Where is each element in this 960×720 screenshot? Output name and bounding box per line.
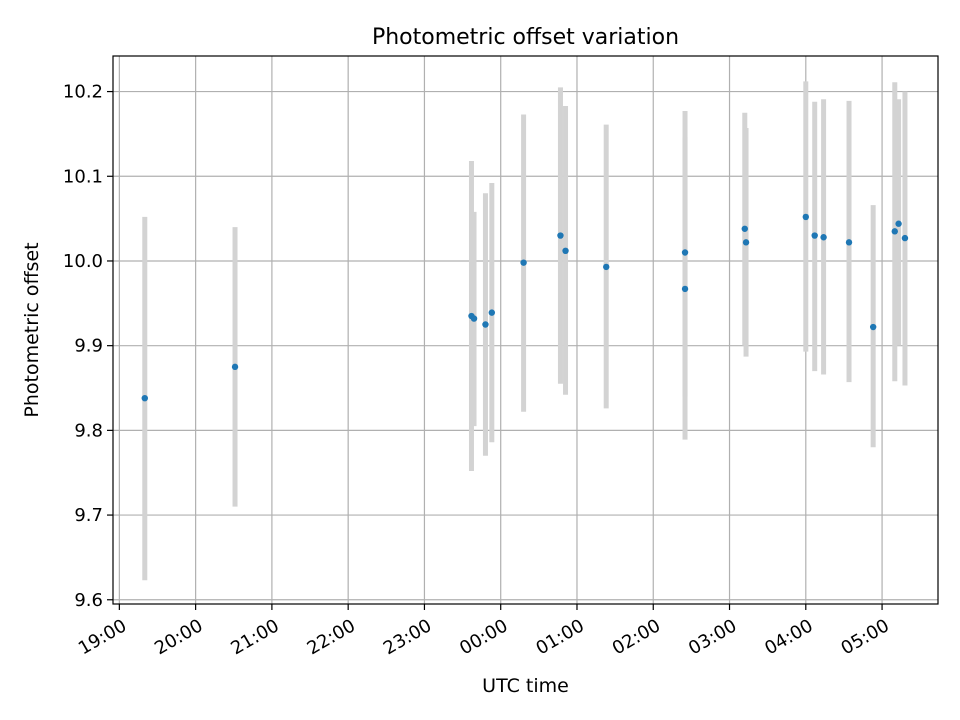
y-axis-label: Photometric offset — [21, 242, 43, 417]
x-axis-label: UTC time — [482, 675, 569, 697]
data-point — [802, 213, 809, 221]
y-tick-label: 9.9 — [74, 336, 103, 357]
plot-frame — [112, 55, 939, 605]
data-point — [488, 309, 496, 316]
data-point — [741, 225, 748, 232]
data-point — [895, 220, 902, 227]
data-point — [742, 239, 750, 246]
data-point — [603, 263, 610, 271]
data-point — [482, 321, 489, 328]
y-tick-label: 9.6 — [74, 590, 103, 611]
chart-title: Photometric offset variation — [372, 25, 679, 50]
data-point — [681, 285, 689, 293]
data-point — [231, 363, 239, 371]
y-tick-label: 9.8 — [74, 420, 103, 441]
data-point — [681, 249, 689, 256]
data-point — [869, 323, 877, 331]
data-point — [520, 259, 527, 266]
data-point — [891, 228, 898, 235]
data-points — [141, 213, 909, 402]
y-tick-label: 10.1 — [63, 166, 103, 187]
data-point — [557, 232, 564, 239]
data-point — [820, 234, 827, 241]
y-tick-label: 10.2 — [63, 82, 103, 103]
data-point — [845, 239, 853, 246]
y-tick-label: 9.7 — [74, 505, 103, 526]
y-axis-ticks: 9.6 9.7 9.8 9.9 10.0 10.1 10.2 — [63, 82, 113, 611]
data-point — [141, 394, 148, 402]
y-tick-label: 10.0 — [63, 251, 103, 272]
data-point — [470, 315, 478, 322]
data-point — [901, 234, 909, 242]
data-point — [562, 247, 569, 255]
data-point — [811, 232, 818, 239]
